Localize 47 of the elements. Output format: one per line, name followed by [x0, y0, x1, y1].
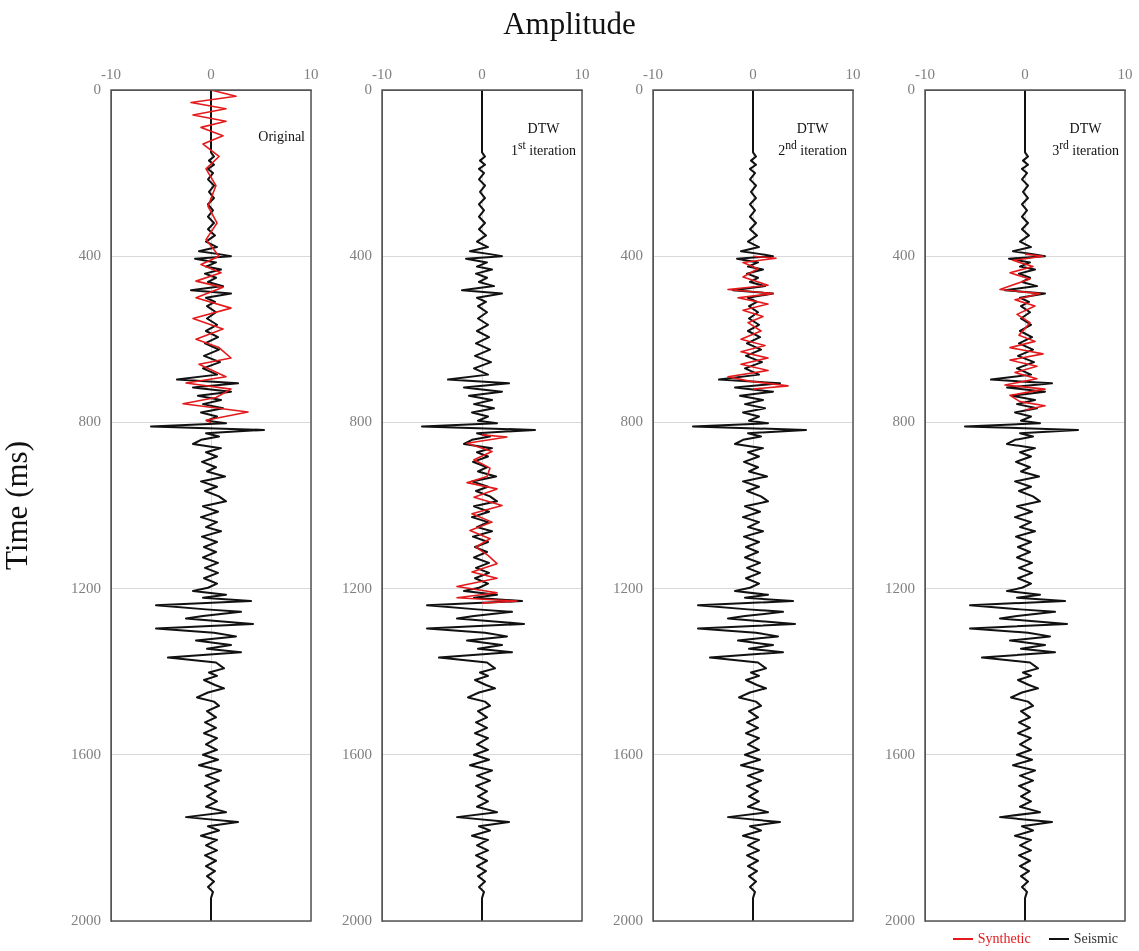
- y-tick-label: 800: [892, 413, 915, 430]
- y-tick-label: 1200: [71, 579, 101, 596]
- y-tick-label: 1200: [885, 579, 915, 596]
- y-tick-label: 2000: [885, 911, 915, 928]
- y-tick-label: 0: [364, 80, 372, 97]
- y-tick-label: 400: [620, 247, 643, 264]
- legend-label: Seismic: [1073, 931, 1118, 947]
- y-tick-label: 1600: [885, 745, 915, 762]
- x-tick-label: 10: [574, 65, 590, 82]
- y-tick-label: 1200: [342, 579, 372, 596]
- y-tick-label: 2000: [71, 911, 101, 928]
- x-tick-label: -10: [915, 65, 935, 82]
- y-tick-label: 2000: [342, 911, 372, 928]
- y-tick-label: 2000: [613, 911, 643, 928]
- annotation: DTW: [796, 121, 829, 136]
- y-tick-label: 800: [620, 413, 643, 430]
- annotation: DTW: [1069, 121, 1102, 136]
- y-tick-label: 1200: [613, 579, 643, 596]
- x-tick-label: 10: [1117, 65, 1133, 82]
- y-tick-label: 0: [93, 80, 101, 97]
- x-tick-label: 0: [478, 65, 486, 82]
- x-tick-label: -10: [101, 65, 121, 82]
- x-tick-label: -10: [372, 65, 392, 82]
- y-tick-label: 800: [349, 413, 372, 430]
- y-axis-title: Time (ms): [0, 441, 34, 570]
- y-tick-label: 1600: [71, 745, 101, 762]
- x-tick-label: -10: [643, 65, 663, 82]
- x-tick-label: 0: [749, 65, 757, 82]
- y-tick-label: 1600: [342, 745, 372, 762]
- y-tick-label: 400: [349, 247, 372, 264]
- y-tick-label: 0: [907, 80, 915, 97]
- x-tick-label: 10: [845, 65, 861, 82]
- annotation: 1$^{st}$ iteration: [511, 139, 576, 158]
- y-tick-label: 400: [892, 247, 915, 264]
- annotation: 2$^{nd}$ iteration: [778, 139, 847, 158]
- annotation: DTW: [527, 121, 560, 136]
- x-tick-label: 10: [303, 65, 319, 82]
- legend-label: Synthetic: [977, 931, 1031, 947]
- annotation: 3$^{rd}$ iteration: [1052, 139, 1119, 158]
- y-tick-label: 0: [635, 80, 643, 97]
- x-tick-label: 0: [1021, 65, 1029, 82]
- chart-title: Amplitude: [502, 6, 637, 42]
- y-tick-label: 400: [78, 247, 101, 264]
- y-tick-label: 800: [78, 413, 101, 430]
- annotation: Original: [258, 128, 305, 145]
- x-tick-label: 0: [207, 65, 215, 82]
- y-tick-label: 1600: [613, 745, 643, 762]
